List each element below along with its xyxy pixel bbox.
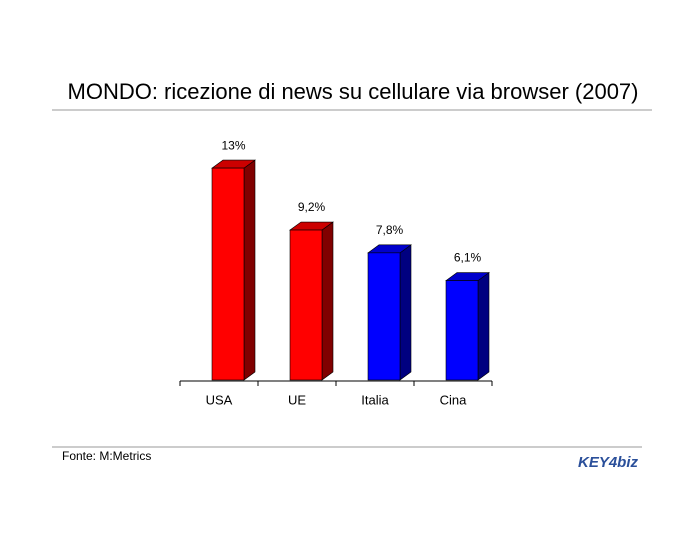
bar-side <box>243 159 256 381</box>
chart-title: MONDO: ricezione di news su cellulare vi… <box>68 79 639 104</box>
x-tick-label: USA <box>206 392 233 407</box>
bar-side <box>321 221 334 381</box>
x-tick-label: UE <box>288 392 306 407</box>
value-label: 13% <box>221 138 245 152</box>
source-note: Fonte: M:Metrics <box>62 449 151 463</box>
bar-side <box>477 271 490 381</box>
value-label: 7,8% <box>376 223 404 237</box>
logo: KEY4biz <box>578 454 639 471</box>
value-label: 9,2% <box>298 200 326 214</box>
bar <box>445 280 479 381</box>
x-tick-label: Cina <box>440 392 468 407</box>
bar-side <box>399 244 412 381</box>
bar <box>211 167 245 381</box>
bar <box>367 252 401 381</box>
value-label: 6,1% <box>454 251 482 265</box>
bar <box>289 229 323 381</box>
x-tick-label: Italia <box>361 392 389 407</box>
